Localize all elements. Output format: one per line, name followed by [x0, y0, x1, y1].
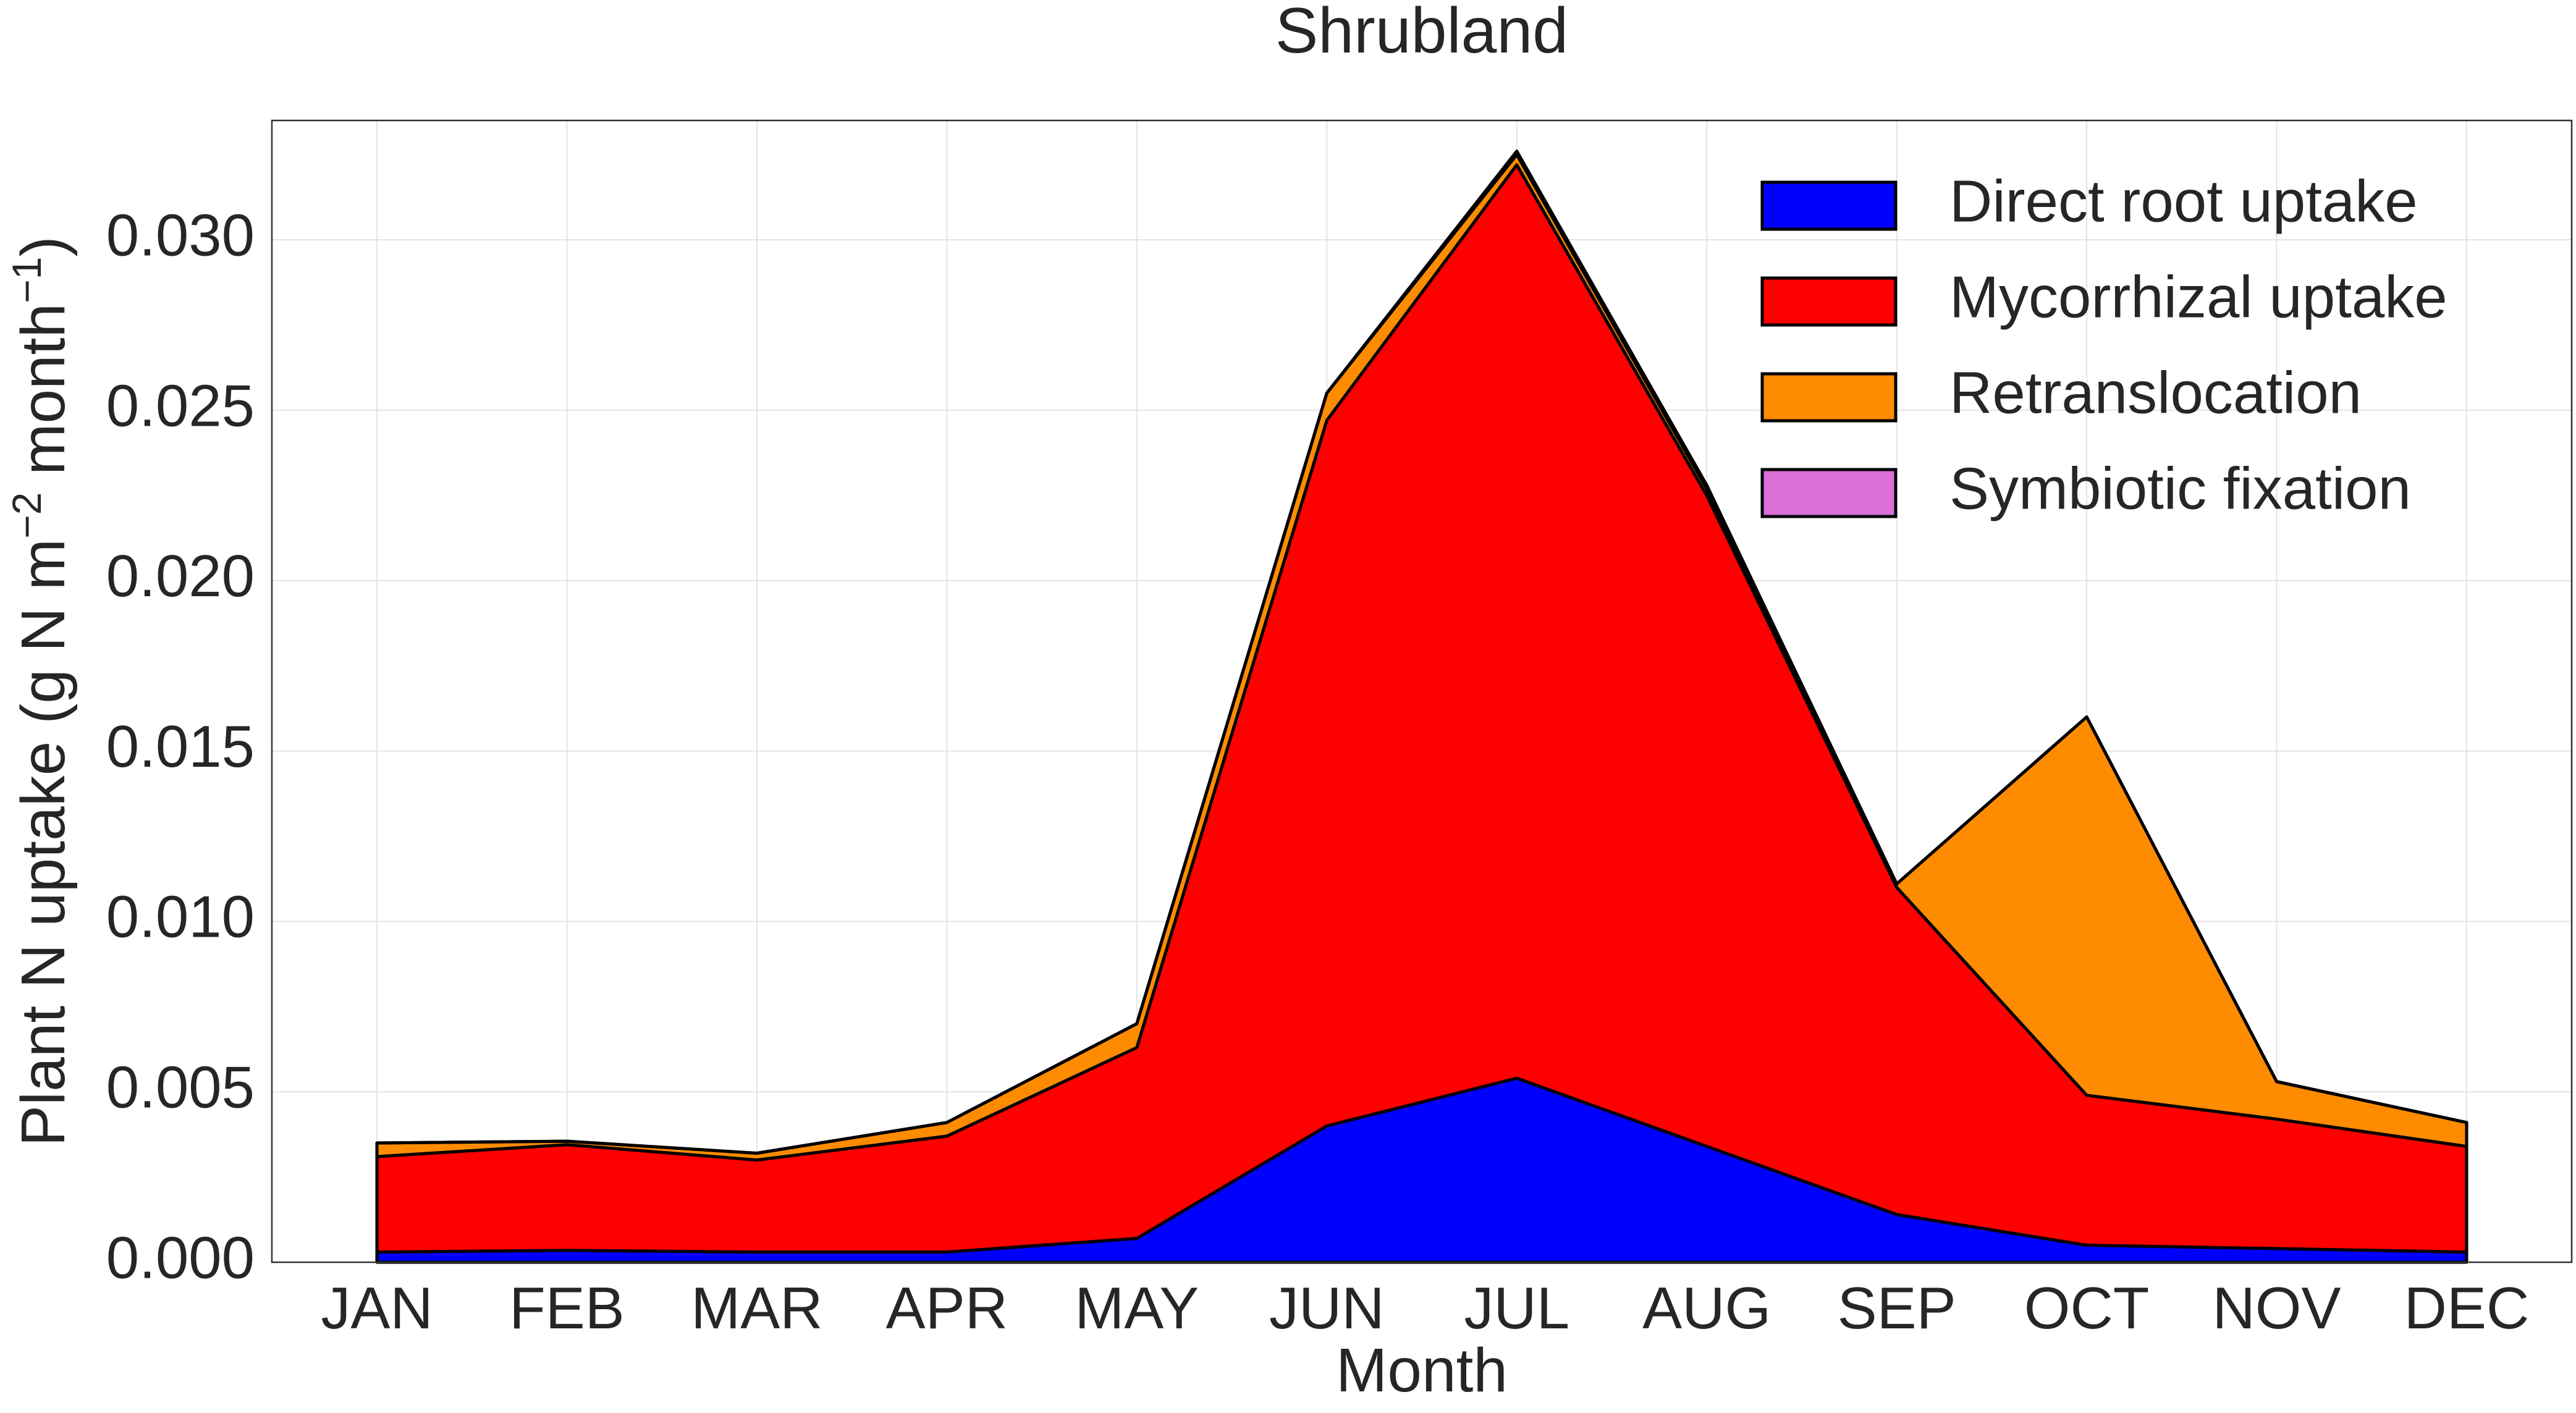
x-tick-label: DEC [2404, 1275, 2530, 1341]
y-axis-ticks: 0.000 0.005 0.010 0.015 0.020 0.025 0.030 [106, 202, 255, 1291]
legend-swatch [1760, 180, 1898, 231]
x-tick-label: MAR [691, 1275, 822, 1341]
x-axis-ticks: JAN FEB MAR APR MAY JUN JUL AUG SEP OCT NOV DEC [321, 1275, 2529, 1341]
x-tick-label: NOV [2213, 1275, 2341, 1341]
y-axis-label-part2: month [9, 303, 78, 492]
chart-title: Shrubland [1275, 0, 1568, 67]
legend-swatch [1760, 276, 1898, 327]
y-tick-label: 0.005 [106, 1055, 255, 1121]
area-symbiotic-fixation [375, 150, 2468, 1155]
legend-label: Retranslocation [1949, 360, 2362, 426]
x-tick-label: SEP [1838, 1275, 1956, 1341]
x-tick-label: OCT [2024, 1275, 2150, 1341]
x-tick-label: APR [886, 1275, 1008, 1341]
y-tick-label: 0.020 [106, 543, 255, 609]
legend-swatch [1760, 468, 1898, 518]
y-tick-label: 0.030 [106, 202, 255, 268]
x-tick-label: MAY [1075, 1275, 1199, 1341]
y-axis-label: Plant N uptake (g N m−2 month−1) [4, 236, 78, 1146]
legend-label: Symbiotic fixation [1949, 455, 2411, 521]
x-tick-label: JAN [321, 1275, 433, 1341]
y-axis-label-exp1: −2 [4, 492, 49, 539]
y-tick-label: 0.000 [106, 1225, 255, 1291]
legend-label: Direct root uptake [1949, 168, 2418, 234]
y-axis-label-part3: ) [9, 236, 78, 256]
legend-swatch [1760, 372, 1898, 423]
y-axis-label-part1: Plant N uptake (g N m [9, 539, 78, 1147]
legend-label: Mycorrhizal uptake [1949, 264, 2447, 330]
y-tick-label: 0.025 [106, 373, 255, 439]
x-tick-label: AUG [1642, 1275, 1771, 1341]
y-tick-label: 0.010 [106, 884, 255, 950]
plot-frame [271, 119, 2573, 1263]
y-tick-label: 0.015 [106, 714, 255, 780]
x-tick-label: JUN [1269, 1275, 1385, 1341]
y-axis-label-exp2: −1 [4, 257, 49, 303]
x-axis-label: Month [1336, 1336, 1508, 1405]
x-tick-label: JUL [1464, 1275, 1569, 1341]
x-tick-label: FEB [509, 1275, 625, 1341]
legend: Direct root uptake Mycorrhizal uptake Retr… [1760, 168, 2447, 521]
